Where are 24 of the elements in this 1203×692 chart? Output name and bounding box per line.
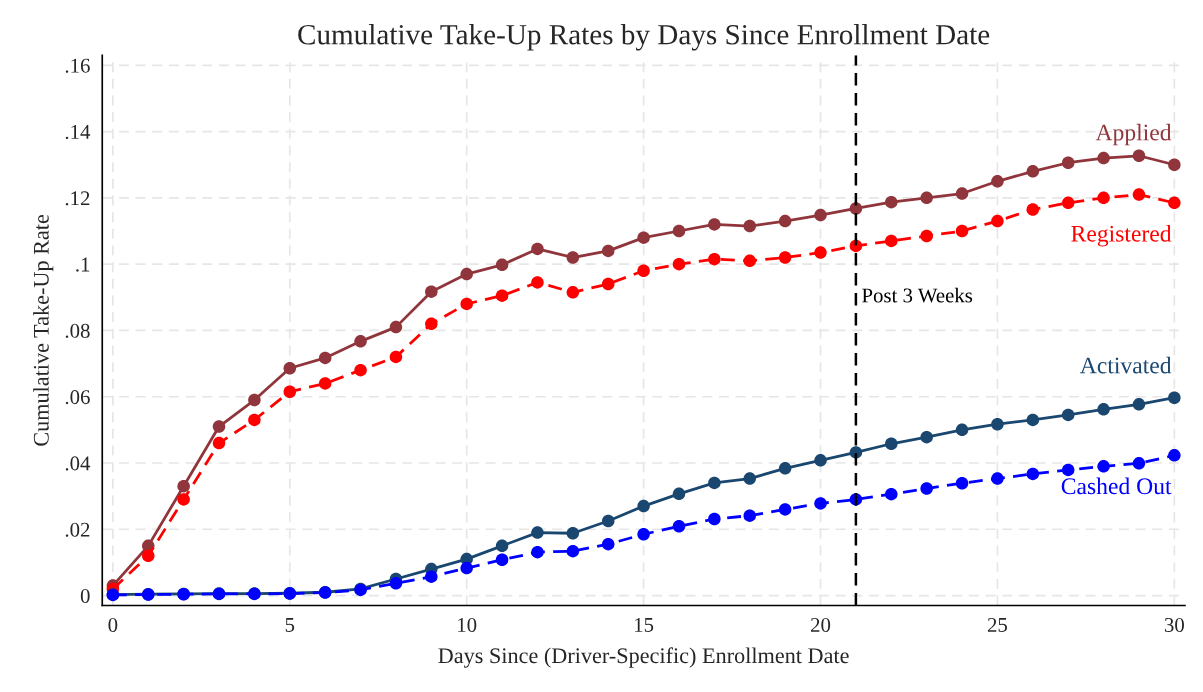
x-tick-label: 15 (635, 618, 654, 632)
series-label: Registered (1071, 225, 1172, 247)
x-tick-label: 30 (1164, 617, 1184, 632)
y-tick-label: 0 (80, 588, 90, 603)
x-axis-title: Days Since (Driver-Specific) Enrollment Date (438, 647, 849, 668)
chart-title: Cumulative Take-Up Rates by Days Since Enrollment Date (298, 24, 990, 51)
y-tick-label: .14 (65, 125, 91, 140)
x-tick-label: 0 (108, 617, 118, 632)
ref-line-label: Post 3 Weeks (862, 287, 973, 303)
x-tick-label: 10 (458, 617, 477, 632)
x-tick-label: 5 (285, 618, 295, 632)
y-tick-label: .16 (65, 58, 90, 73)
y-tick-label: .06 (65, 390, 90, 405)
series-label: Activated (1080, 356, 1172, 374)
y-tick-label: .08 (65, 323, 90, 338)
series-label: Cashed Out (1061, 477, 1172, 495)
y-tick-label: .04 (65, 456, 91, 471)
x-tick-label: 20 (811, 617, 831, 632)
series-label: Applied (1095, 123, 1172, 146)
x-tick-label: 25 (987, 617, 1008, 632)
y-tick-label: .02 (65, 522, 90, 537)
y-axis-title: Cumulative Take-Up Rate (33, 214, 54, 446)
y-tick-label: .1 (76, 257, 90, 272)
y-tick-label: .12 (65, 191, 90, 206)
